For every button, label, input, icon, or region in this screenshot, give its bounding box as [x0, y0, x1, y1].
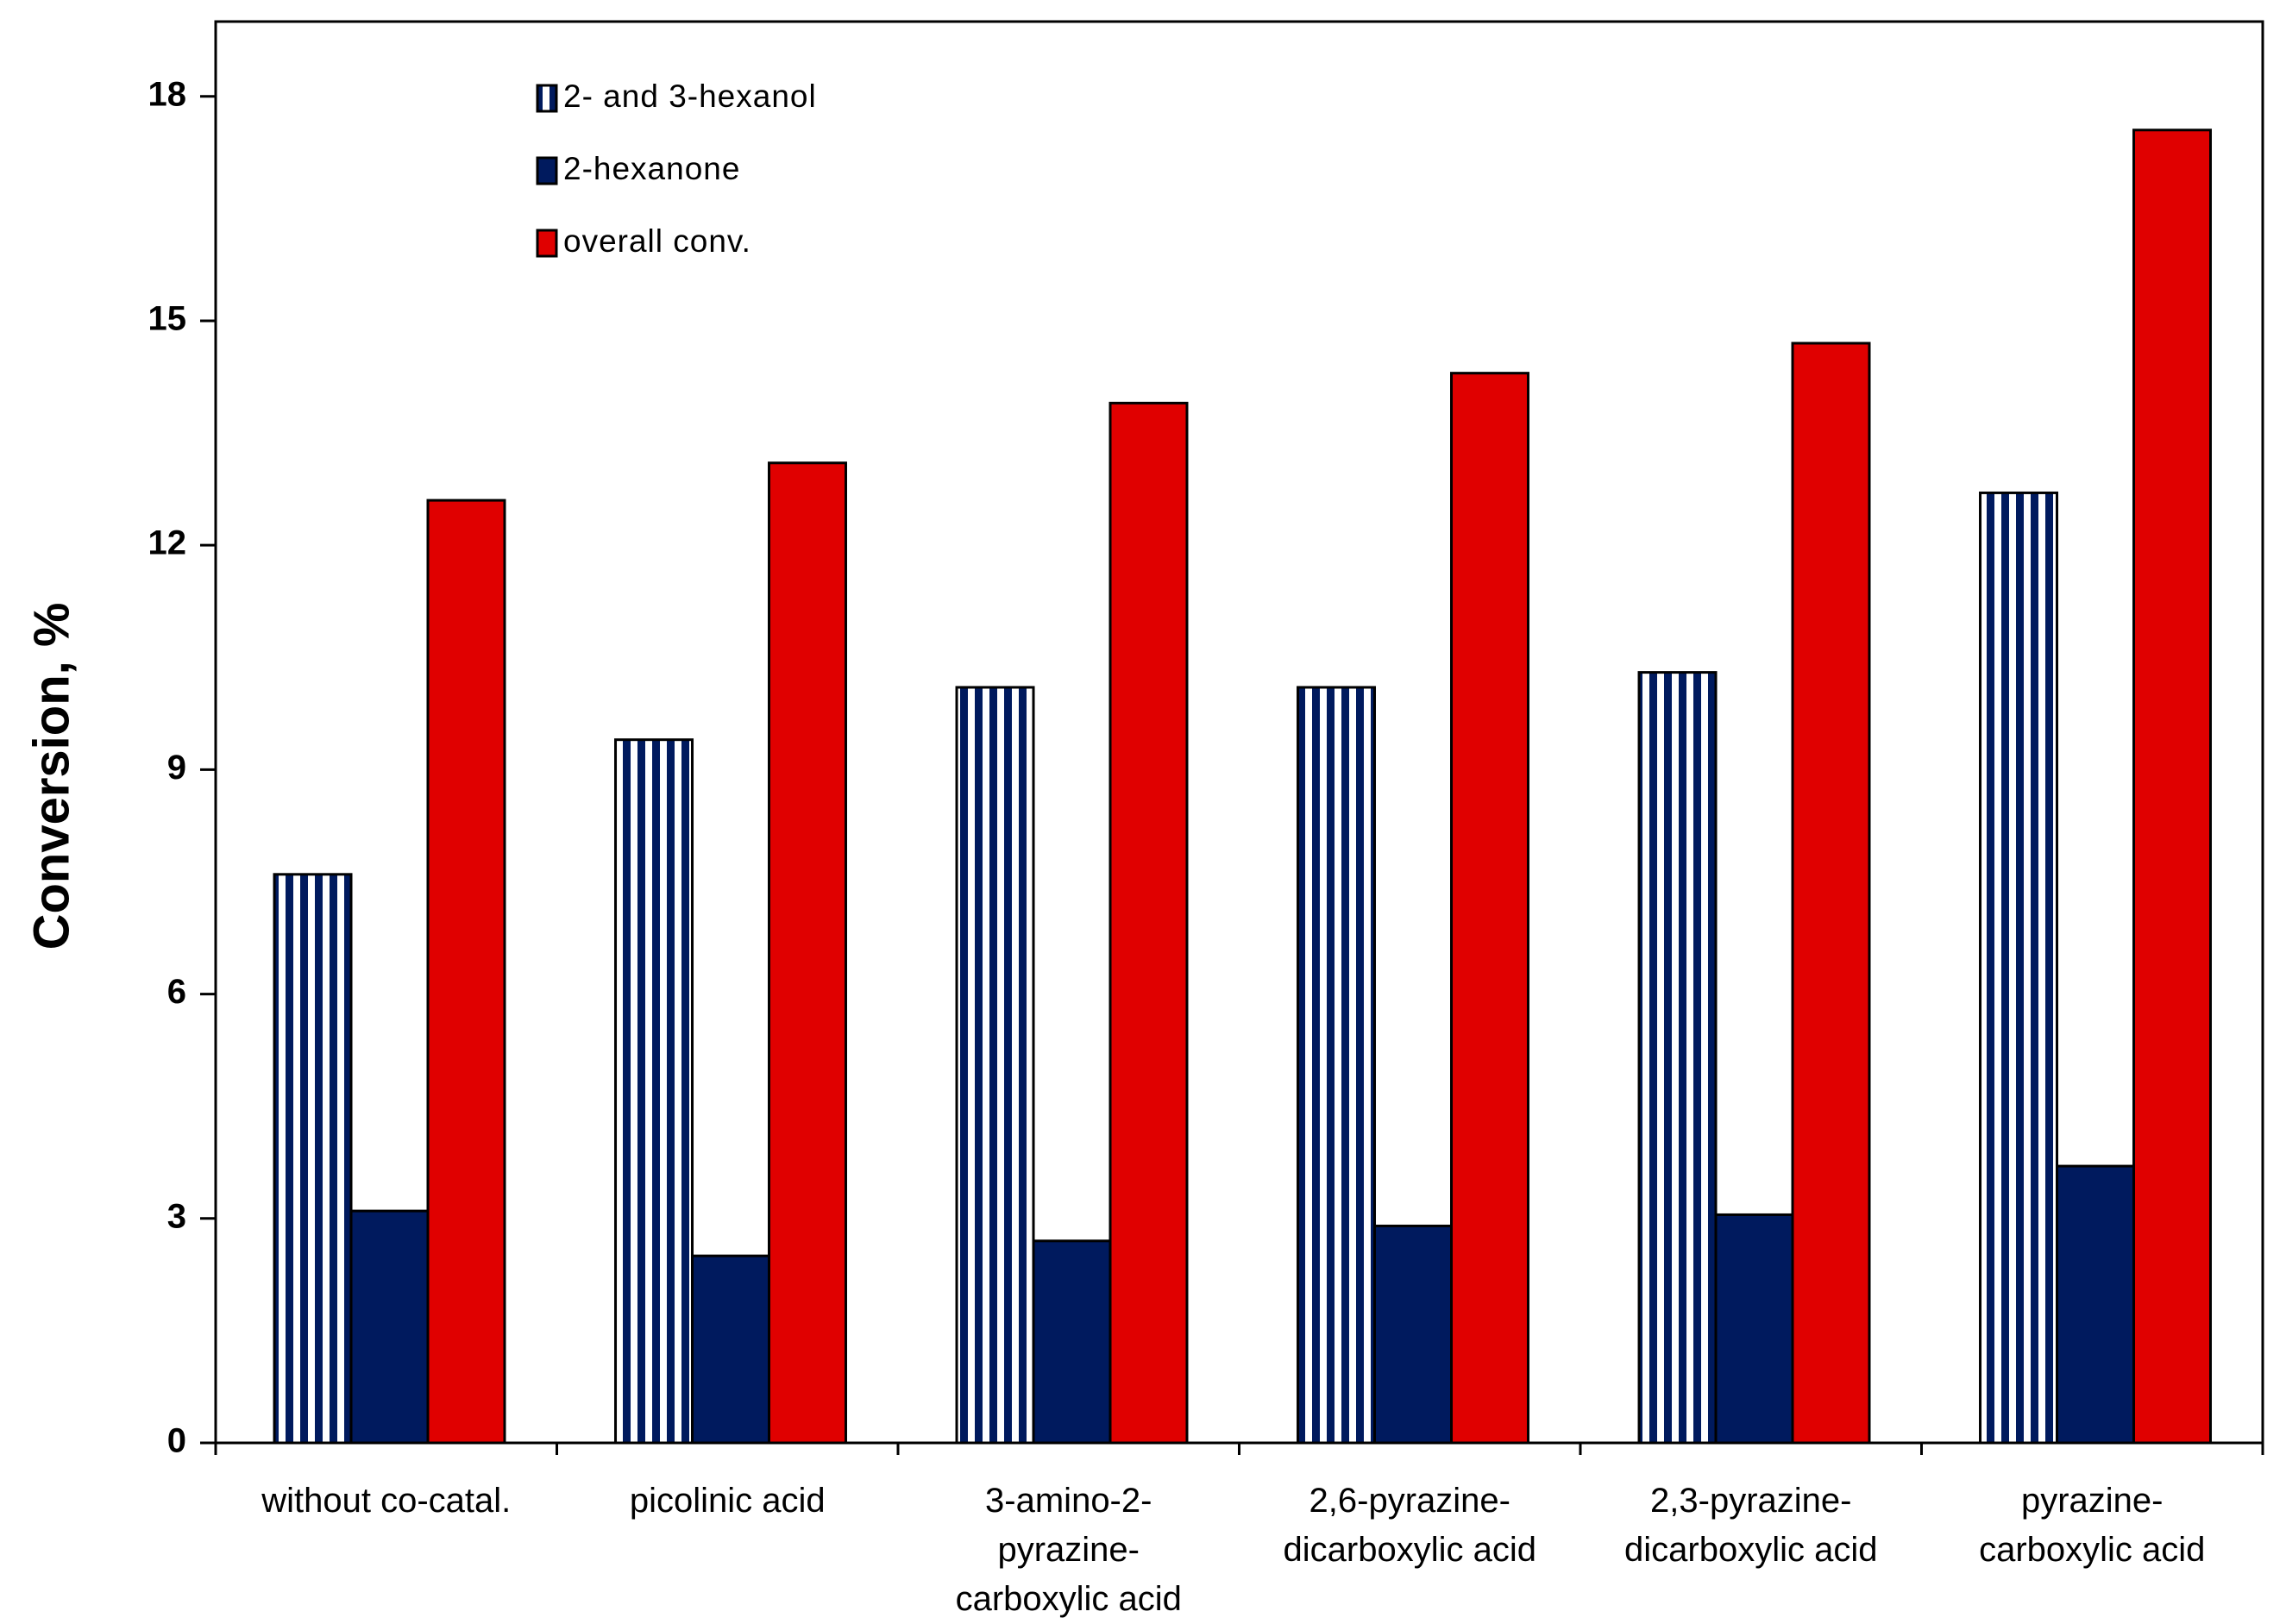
- y-tick-label: 6: [167, 973, 186, 1011]
- bar: [1979, 491, 2059, 1445]
- x-tick-label-line: pyrazine-: [2021, 1482, 2164, 1520]
- y-tick-label: 18: [148, 75, 187, 113]
- y-tick-label: 3: [167, 1197, 186, 1235]
- legend-swatch: [536, 156, 558, 185]
- bar: [691, 1254, 771, 1445]
- x-tick-label-line: dicarboxylic acid: [1624, 1531, 1877, 1569]
- x-tick-label-line: 3-amino-2-: [985, 1482, 1152, 1520]
- bar: [1297, 686, 1377, 1445]
- x-tick-label-line: 2,3-pyrazine-: [1650, 1482, 1851, 1520]
- x-tick-label: 2,6-pyrazine-dicarboxylic acid: [1284, 1482, 1536, 1569]
- x-tick-label-line: carboxylic acid: [1979, 1531, 2205, 1569]
- bar: [1637, 671, 1718, 1445]
- y-axis-title: Conversion, %: [23, 603, 79, 950]
- x-tick-label: 2,3-pyrazine-dicarboxylic acid: [1624, 1482, 1877, 1569]
- x-tick-label-line: dicarboxylic acid: [1284, 1531, 1536, 1569]
- y-tick-label: 0: [167, 1422, 186, 1460]
- x-tick-label-line: without co-catal.: [261, 1482, 511, 1520]
- bar: [2132, 129, 2212, 1445]
- x-tick-label-line: picolinic acid: [630, 1482, 826, 1520]
- bar: [768, 461, 847, 1445]
- plot-frame: [214, 20, 2264, 1445]
- x-tick-label: pyrazine-carboxylic acid: [1979, 1482, 2205, 1569]
- bar: [1032, 1239, 1112, 1445]
- bar: [2056, 1164, 2136, 1445]
- x-tick-label: 3-amino-2- pyrazine-carboxylic acid: [956, 1482, 1182, 1618]
- x-tick-label-line: 2,6-pyrazine-: [1309, 1482, 1510, 1520]
- legend-swatch: [536, 229, 558, 258]
- x-tick-label-line: pyrazine-: [997, 1531, 1140, 1569]
- bar: [1108, 401, 1189, 1445]
- bar: [614, 738, 694, 1445]
- legend-label: overall conv.: [563, 223, 751, 259]
- bar: [1450, 372, 1529, 1445]
- bar: [1791, 342, 1871, 1445]
- bar: [1373, 1224, 1454, 1445]
- legend-label: 2- and 3-hexanol: [563, 78, 817, 114]
- y-tick-label: 12: [148, 524, 187, 562]
- y-tick-label: 15: [148, 300, 187, 338]
- x-tick-label: picolinic acid: [630, 1482, 826, 1520]
- x-tick-label: without co-catal.: [261, 1482, 511, 1520]
- x-tick-label-line: carboxylic acid: [956, 1580, 1182, 1618]
- bar: [273, 873, 353, 1445]
- legend-swatch: [536, 84, 558, 113]
- y-tick-label: 9: [167, 749, 186, 787]
- bar: [349, 1209, 430, 1445]
- bar: [1714, 1213, 1794, 1445]
- bar: [955, 686, 1035, 1445]
- bar: [426, 498, 506, 1445]
- legend-label: 2-hexanone: [563, 151, 740, 186]
